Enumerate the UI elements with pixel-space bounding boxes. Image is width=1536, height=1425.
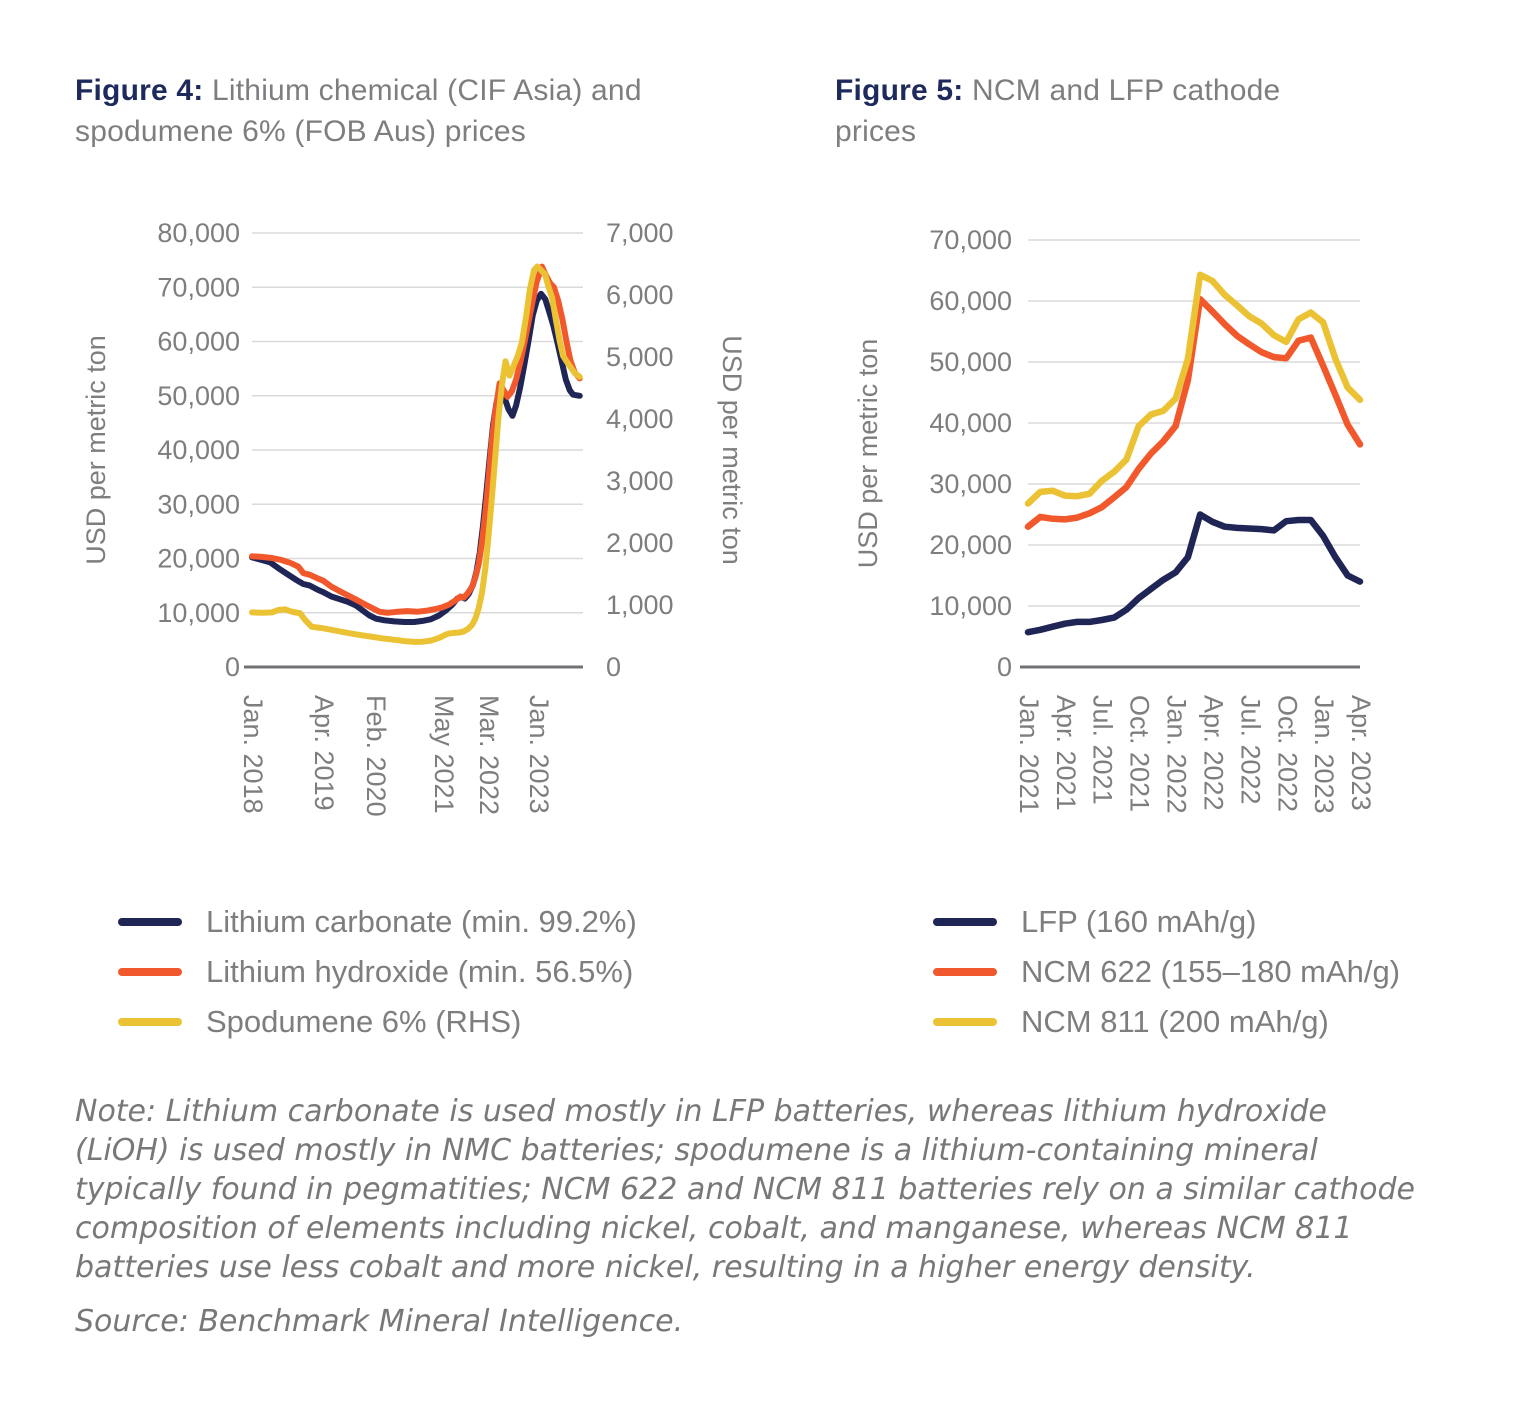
y-axis-tick-left: 0 — [225, 652, 240, 682]
y-axis-tick-left: 10,000 — [157, 598, 240, 628]
series-line-spodumene-6-rhs — [249, 263, 583, 645]
y-axis-tick-left: 50,000 — [929, 347, 1012, 377]
legend-label: LFP (160 mAh/g) — [1021, 904, 1257, 939]
x-axis-tick: Oct. 2022 — [1272, 695, 1302, 812]
y-axis-tick-left: 40,000 — [157, 435, 240, 465]
series-line-lithium-hydroxide-min-56-5 — [249, 263, 583, 616]
legend-item: NCM 811 (200 mAh/g) — [933, 997, 1400, 1047]
figure5-chart: 0 10,000 20,000 30,000 40,000 50,000 60,000 70,… — [853, 225, 1376, 814]
x-axis-tick: Mar. 2022 — [474, 695, 504, 815]
legend-label: NCM 811 (200 mAh/g) — [1021, 1004, 1329, 1039]
legend-item: Lithium carbonate (min. 99.2%) — [118, 897, 637, 947]
y-axis-tick-right: 4,000 — [606, 404, 674, 434]
x-axis-tick: Jan. 2023 — [1309, 695, 1339, 814]
y-axis-tick-left: 10,000 — [929, 591, 1012, 621]
legend-item: NCM 622 (155–180 mAh/g) — [933, 947, 1400, 997]
y-axis-tick-left: 60,000 — [929, 286, 1012, 316]
legend-item: LFP (160 mAh/g) — [933, 897, 1400, 947]
legend-swatch-lfp — [933, 918, 997, 926]
y-axis-tick-left: 0 — [997, 652, 1012, 682]
y-axis-tick-left: 30,000 — [929, 469, 1012, 499]
figure5-label: Figure 5: — [835, 74, 964, 107]
note-text: Note: Lithium carbonate is used mostly i… — [75, 1094, 1415, 1285]
x-axis-tick: Jan. 2022 — [1161, 695, 1191, 814]
y-axis-tick-left: 20,000 — [929, 530, 1012, 560]
y-axis-title-left: USD per metric ton — [853, 339, 883, 569]
x-axis-tick: Apr. 2023 — [1346, 695, 1376, 811]
x-axis-tick: Apr. 2022 — [1199, 695, 1229, 811]
y-axis-tick-left: 70,000 — [157, 272, 240, 302]
y-axis-tick-right: 3,000 — [606, 466, 674, 496]
figure4-chart: 0 10,000 20,000 30,000 40,000 50,000 60,000 70,… — [81, 218, 747, 817]
y-axis-tick-left: 80,000 — [157, 218, 240, 248]
y-axis-title-right: USD per metric ton — [717, 335, 747, 565]
y-axis-tick-left: 40,000 — [929, 408, 1012, 438]
x-axis-tick: May 2021 — [429, 695, 459, 814]
legend-item: Lithium hydroxide (min. 56.5%) — [118, 947, 637, 997]
legend-swatch-lithium-hydroxide — [118, 968, 182, 976]
x-axis-tick: Jan. 2018 — [238, 695, 268, 814]
series-line-lfp-160-mah-g — [1024, 511, 1364, 636]
x-axis-tick: Jul. 2022 — [1235, 695, 1265, 805]
legend-swatch-ncm811 — [933, 1018, 997, 1026]
series-line-ncm-811-200-mah-g — [1024, 271, 1364, 507]
figure5-legend: LFP (160 mAh/g) NCM 622 (155–180 mAh/g) … — [933, 897, 1400, 1047]
figure5-title: Figure 5: NCM and LFP cathode prices — [835, 70, 1335, 152]
y-axis-tick-left: 70,000 — [929, 225, 1012, 255]
y-axis-tick-right: 6,000 — [606, 280, 674, 310]
y-axis-tick-right: 7,000 — [606, 218, 674, 248]
legend-item: Spodumene 6% (RHS) — [118, 997, 637, 1047]
figure4-legend: Lithium carbonate (min. 99.2%) Lithium h… — [118, 897, 637, 1047]
y-axis-tick-right: 2,000 — [606, 528, 674, 558]
x-axis-tick: Apr. 2021 — [1051, 695, 1081, 811]
figure4-title: Figure 4: Lithium chemical (CIF Asia) an… — [75, 70, 675, 152]
figure5-title-text: NCM and LFP cathode prices — [835, 74, 1281, 148]
legend-label: Spodumene 6% (RHS) — [206, 1004, 522, 1039]
y-axis-tick-right: 5,000 — [606, 342, 674, 372]
y-axis-tick-left: 30,000 — [157, 489, 240, 519]
y-axis-tick-right: 0 — [606, 652, 621, 682]
y-axis-tick-left: 60,000 — [157, 327, 240, 357]
y-axis-title-left: USD per metric ton — [81, 335, 111, 565]
legend-swatch-spodumene — [118, 1018, 182, 1026]
x-axis-tick: Feb. 2020 — [361, 695, 391, 817]
legend-label: Lithium carbonate (min. 99.2%) — [206, 904, 637, 939]
x-axis-tick: Apr. 2019 — [309, 695, 339, 811]
figure4-title-text: Lithium chemical (CIF Asia) and spodumen… — [75, 74, 642, 148]
figure4-label: Figure 4: — [75, 74, 204, 107]
legend-label: NCM 622 (155–180 mAh/g) — [1021, 954, 1401, 989]
y-axis-tick-right: 1,000 — [606, 590, 674, 620]
series-line-ncm-622-155-180-mah-g — [1024, 295, 1364, 530]
x-axis-tick: Jan. 2023 — [524, 695, 554, 814]
legend-label: Lithium hydroxide (min. 56.5%) — [206, 954, 634, 989]
y-axis-tick-left: 20,000 — [157, 544, 240, 574]
x-axis-tick: Oct. 2021 — [1125, 695, 1155, 812]
source-text: Source: Benchmark Mineral Intelligence. — [75, 1304, 684, 1339]
legend-swatch-ncm622 — [933, 968, 997, 976]
legend-swatch-lithium-carbonate — [118, 918, 182, 926]
x-axis-tick: Jan. 2021 — [1014, 695, 1044, 814]
y-axis-tick-left: 50,000 — [157, 381, 240, 411]
x-axis-tick: Jul. 2021 — [1088, 695, 1118, 805]
